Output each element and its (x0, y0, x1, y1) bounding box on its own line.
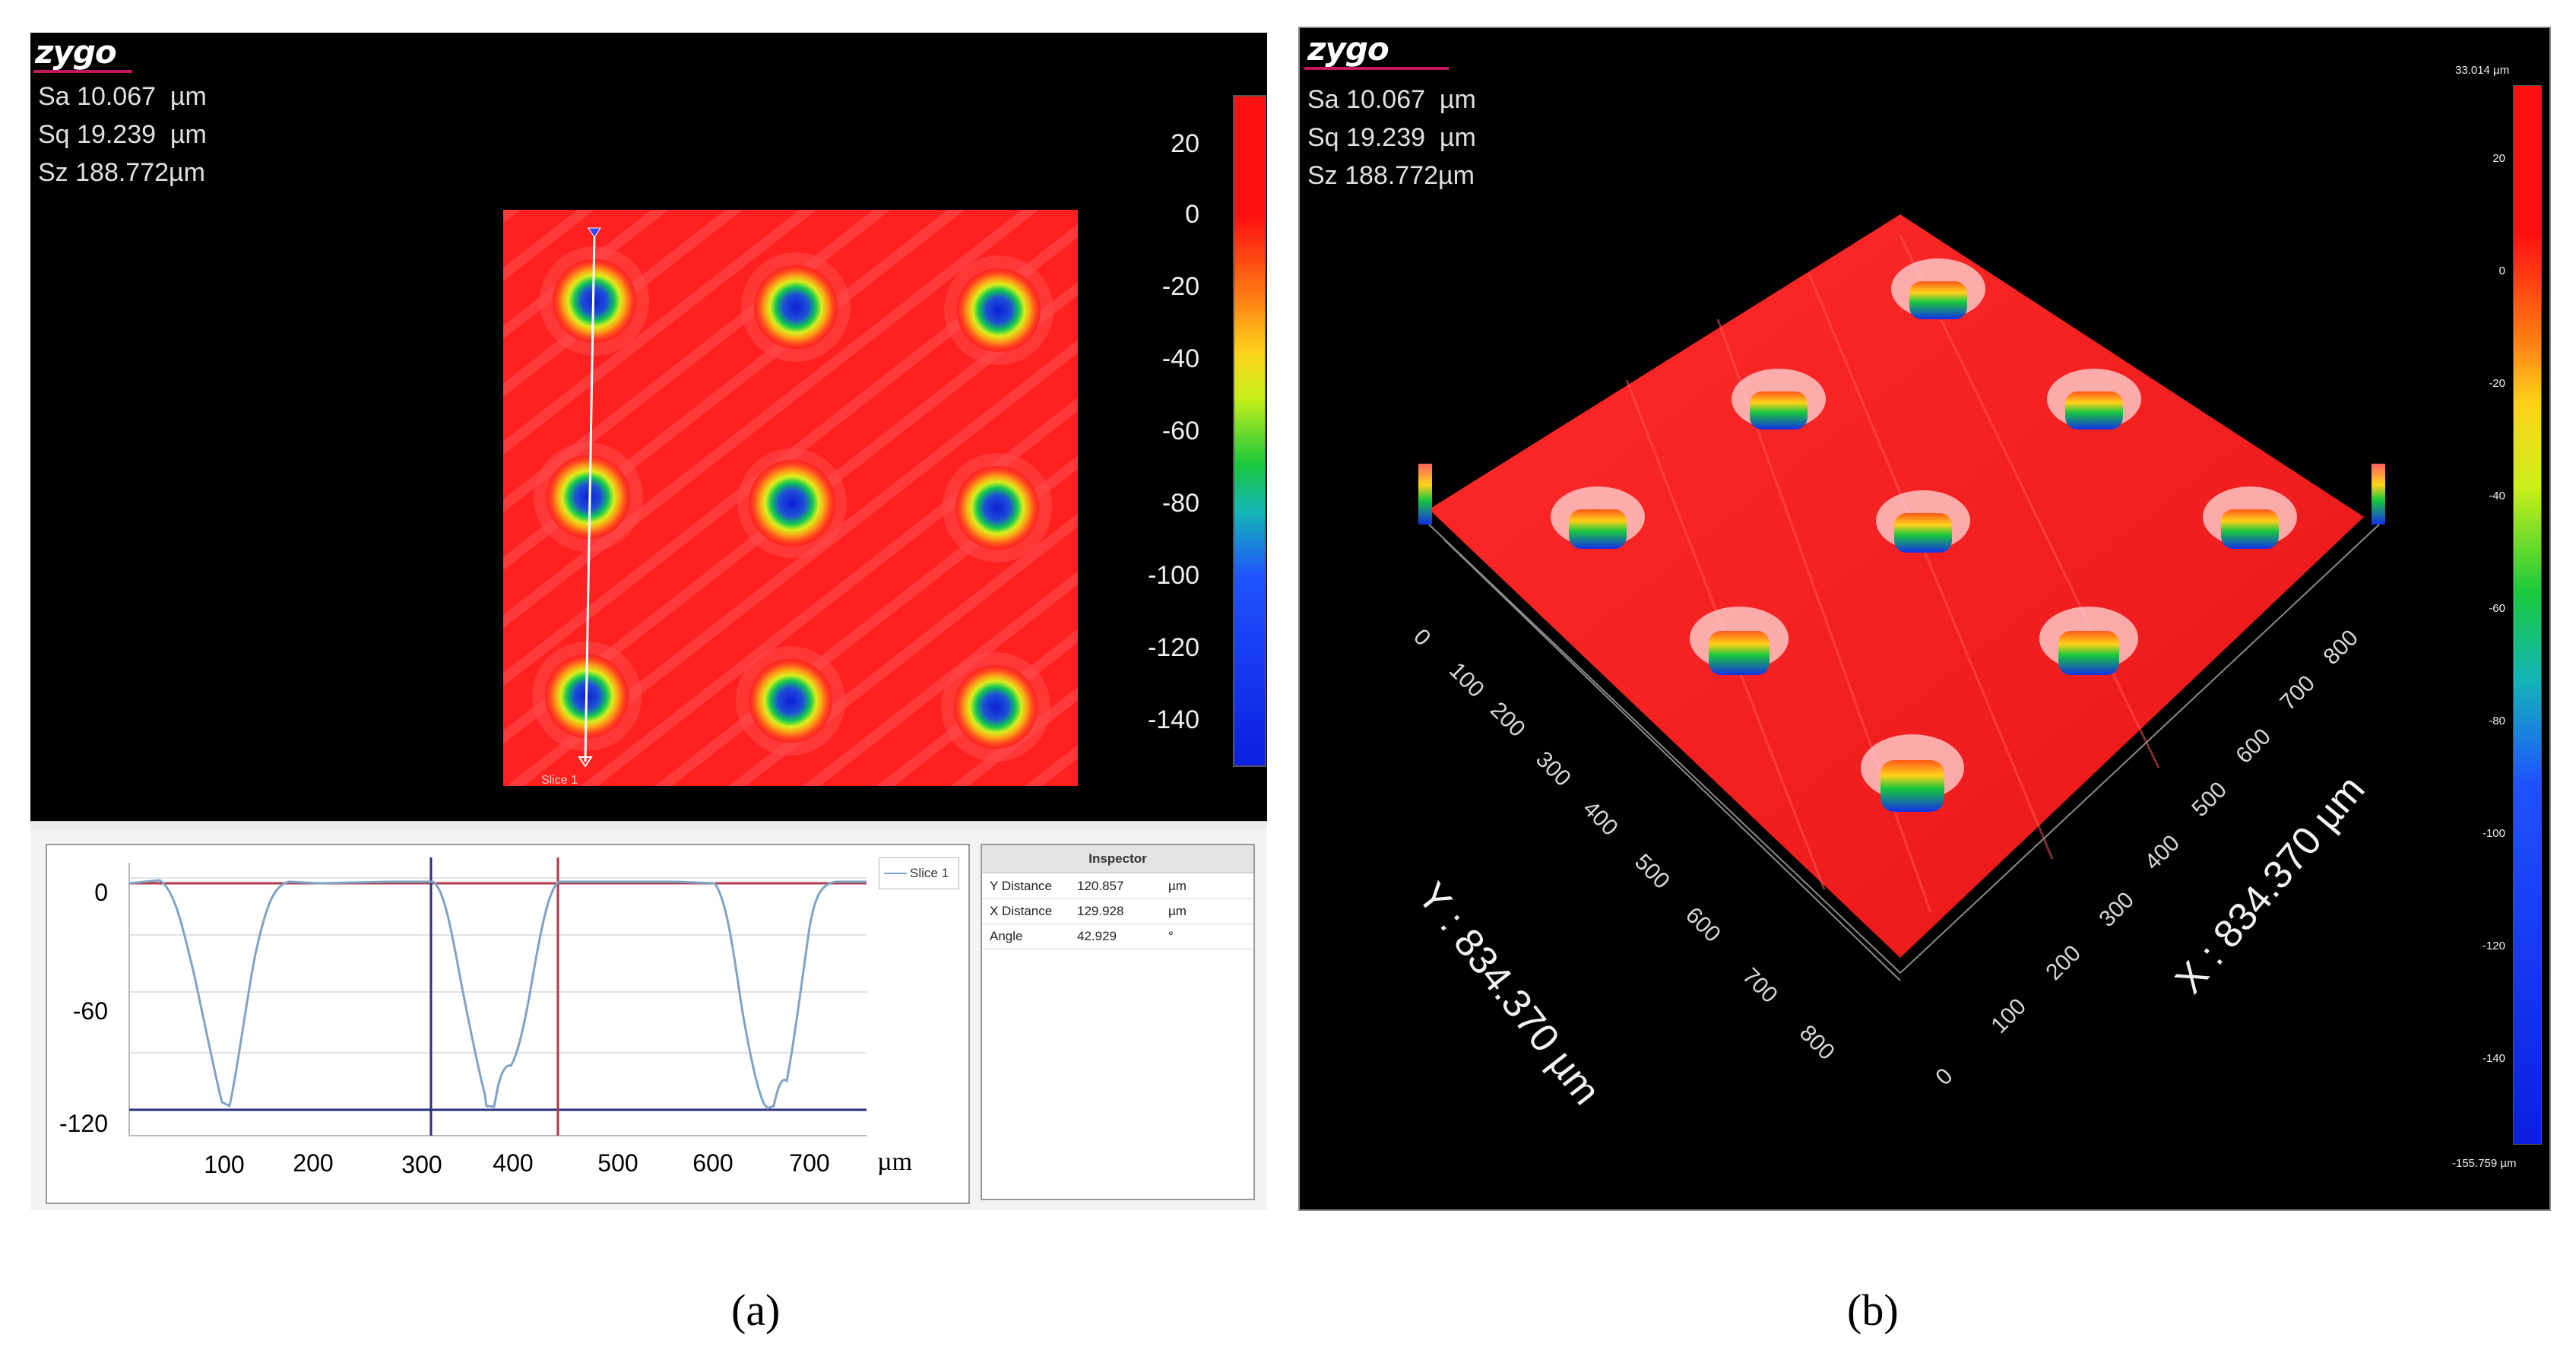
slice-start-handle[interactable] (588, 227, 601, 238)
stat-sa: Sa 10.067 µm (1307, 85, 1476, 114)
cbar-a-tick: -60 (1161, 417, 1199, 445)
profile-x-unit: µm (877, 1148, 913, 1176)
profile-x-tick: 600 (692, 1149, 734, 1177)
profile-chart[interactable] (46, 844, 968, 1203)
stat-sz: Sz 188.772µm (38, 158, 205, 187)
cbar-b-tick: -60 (2489, 602, 2505, 615)
cbar-b-tick: -140 (2482, 1052, 2505, 1065)
cbar-a-tick: -100 (1147, 561, 1199, 590)
caption-b: (b) (1847, 1285, 1899, 1335)
height-map-2d[interactable] (503, 210, 1078, 786)
colorbar-b-min: -155.759 µm (2452, 1157, 2517, 1170)
corner-post-right (2372, 464, 2385, 524)
legend-label: Slice 1 (910, 866, 949, 880)
pit-row-1 (540, 246, 1054, 365)
cbar-b-tick: 0 (2498, 265, 2505, 277)
slice-label: Slice 1 (541, 774, 578, 787)
profile-curve (128, 879, 867, 1110)
profile-y-tick: -60 (72, 997, 108, 1025)
inspector-label: Angle (990, 929, 1023, 943)
axes-3d (1428, 524, 2380, 981)
slice-end-handle[interactable] (578, 756, 593, 768)
zygo-logo: zygo (35, 33, 117, 71)
cbar-a-tick: -120 (1147, 633, 1199, 662)
inspector-label: X Distance (990, 904, 1053, 918)
stat-sq: Sq 19.239 µm (38, 120, 207, 149)
cbar-b-tick: -120 (2482, 940, 2505, 952)
cbar-b-tick: -100 (2482, 827, 2505, 840)
colorbar-b-ticks: 20 0 -20 -40 -60 -80 -100 -120 -140 (2445, 0, 2505, 1216)
cbar-b-tick: -40 (2489, 490, 2505, 502)
inspector-unit: µm (1168, 904, 1187, 918)
inspector-title: Inspector (982, 845, 1253, 873)
corner-post-left (1418, 464, 1432, 524)
profile-x-tick: 100 (204, 1151, 245, 1178)
profile-x-tick: 700 (789, 1149, 830, 1177)
pits-3d (1551, 258, 2297, 812)
profile-x-tick: 300 (401, 1151, 442, 1178)
pit-row-3 (532, 642, 1050, 762)
cbar-a-tick: -140 (1147, 705, 1199, 734)
cbar-b-tick: 20 (2492, 152, 2505, 165)
inspector-value: 120.857 (1077, 879, 1124, 893)
cbar-a-tick: 0 (1185, 200, 1199, 229)
logo-underline (33, 70, 132, 73)
slice-line[interactable] (584, 232, 596, 762)
profile-y-tick: 0 (94, 879, 108, 906)
inspector-row: Y Distance 120.857 µm (982, 874, 1253, 899)
surface-3d-view[interactable] (1399, 205, 2402, 1064)
colorbar-b-max: 33.014 µm (2455, 64, 2510, 77)
cbar-a-tick: 20 (1171, 129, 1199, 158)
inspector-panel: Inspector Y Distance 120.857 µm X Distan… (981, 844, 1255, 1200)
inspector-value: 42.929 (1077, 929, 1117, 943)
cbar-b-tick: -20 (2489, 377, 2505, 390)
logo-underline (1304, 67, 1449, 70)
stat-sz: Sz 188.772µm (1307, 161, 1475, 190)
cbar-b-tick: -80 (2489, 715, 2505, 727)
caption-a: (a) (731, 1285, 781, 1335)
stat-sq: Sq 19.239 µm (1307, 123, 1476, 152)
profile-x-tick: 400 (493, 1149, 534, 1177)
profile-x-tick: 500 (597, 1149, 638, 1177)
inspector-label: Y Distance (990, 879, 1052, 893)
legend-swatch (884, 873, 907, 874)
inspector-unit: µm (1168, 879, 1187, 893)
pit-row-2 (534, 442, 1052, 562)
inspector-row: X Distance 129.928 µm (982, 899, 1253, 924)
cbar-a-tick: -40 (1161, 344, 1199, 373)
zygo-logo: zygo (1307, 30, 1389, 68)
inspector-row: Angle 42.929 ° (982, 924, 1253, 949)
cbar-a-tick: -80 (1161, 489, 1199, 518)
colorbar-a-ticks: 20 0 -20 -40 -60 -80 -100 -120 -140 (1108, 0, 1199, 760)
profile-x-tick: 200 (293, 1149, 334, 1177)
profile-legend: Slice 1 (879, 857, 959, 889)
cbar-a-tick: -20 (1161, 272, 1199, 301)
profile-y-tick: -120 (59, 1110, 108, 1137)
inspector-unit: ° (1168, 929, 1174, 943)
stat-sa: Sa 10.067 µm (38, 82, 207, 111)
colorbar-a (1233, 95, 1266, 767)
surface-plane (1429, 214, 2364, 958)
colorbar-b (2513, 85, 2542, 1145)
inspector-value: 129.928 (1077, 904, 1124, 918)
